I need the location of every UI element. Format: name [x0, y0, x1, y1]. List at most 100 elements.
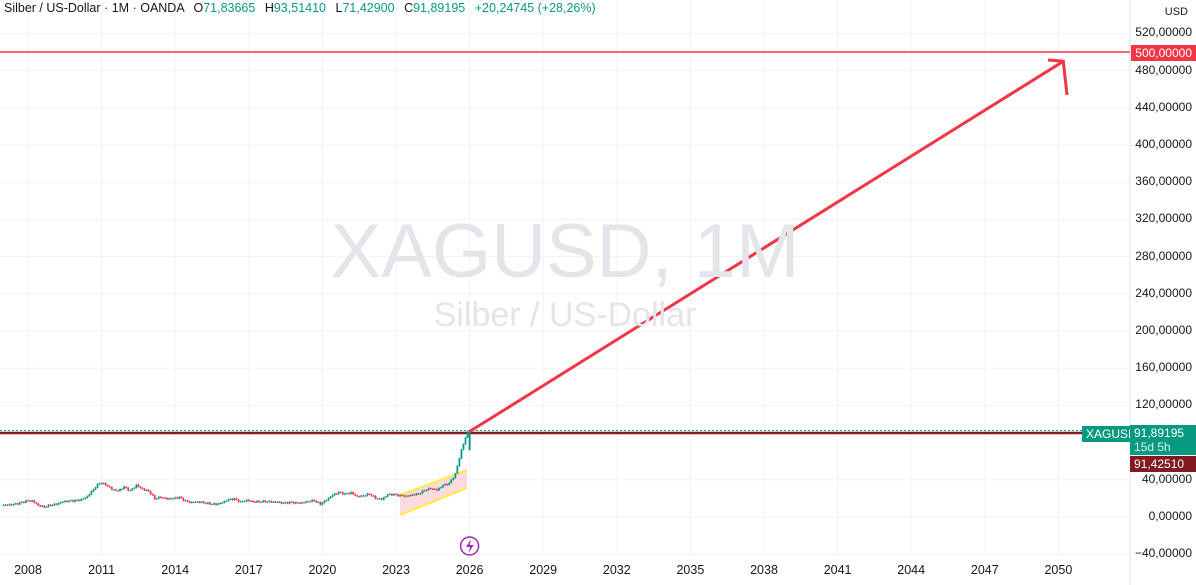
candle — [270, 501, 273, 503]
time-label: 2008 — [14, 563, 42, 577]
candle — [454, 473, 457, 479]
candle — [303, 502, 305, 504]
candle — [284, 502, 287, 504]
price-label: 440,00000 — [1135, 99, 1192, 114]
candle — [301, 502, 303, 504]
candle — [337, 491, 340, 494]
candle — [67, 500, 70, 502]
candle — [335, 493, 338, 495]
candle — [202, 501, 205, 504]
candle — [57, 503, 60, 505]
candle — [429, 488, 432, 490]
watermark-description: Silber / US-Dollar — [433, 296, 697, 334]
candle — [433, 488, 436, 490]
high-value: 93,51410 — [273, 1, 326, 15]
candle — [166, 497, 168, 500]
candle — [372, 495, 375, 497]
candle — [204, 503, 207, 505]
candle — [10, 504, 13, 506]
price-label: 40,00000 — [1141, 471, 1192, 486]
last-price-tag: 91,89195 15d 5h — [1130, 425, 1196, 455]
candle — [170, 498, 173, 500]
candle — [98, 483, 101, 485]
candle — [200, 501, 203, 503]
candle — [364, 495, 367, 497]
currency-button[interactable]: USD — [1164, 6, 1188, 18]
candle — [59, 502, 62, 504]
price-label: 480,00000 — [1135, 62, 1192, 77]
candle — [82, 498, 85, 500]
candle — [423, 490, 426, 492]
arrow-head — [1047, 58, 1069, 96]
symbol-description[interactable]: Silber / US-Dollar — [4, 1, 101, 15]
candle — [108, 486, 111, 488]
candle — [360, 495, 363, 497]
candle — [231, 498, 234, 501]
candle — [249, 501, 252, 503]
candle — [374, 495, 377, 499]
candle — [153, 495, 156, 500]
candle — [102, 483, 105, 485]
candle — [41, 505, 44, 507]
candle — [90, 491, 93, 495]
trend-arrow — [468, 60, 1065, 433]
candle — [452, 478, 455, 480]
price-label: 160,00000 — [1135, 360, 1192, 375]
candle — [440, 487, 442, 489]
candle — [450, 479, 453, 483]
candle — [172, 498, 175, 500]
candle — [219, 502, 222, 504]
hline-price-tag: 91,42510 — [1130, 456, 1196, 472]
candle — [272, 501, 275, 503]
time-label: 2047 — [970, 563, 999, 577]
candle — [133, 487, 136, 489]
candle — [100, 483, 103, 485]
candle — [288, 501, 291, 504]
candle — [20, 501, 23, 503]
candle — [141, 487, 144, 489]
close-value: 91,89195 — [413, 1, 466, 15]
candle — [296, 502, 299, 504]
candle — [31, 500, 33, 502]
candle — [176, 497, 179, 499]
candle — [106, 485, 109, 487]
candle — [444, 484, 446, 486]
candle — [196, 501, 199, 503]
candle — [84, 497, 87, 499]
interval[interactable]: 1M — [111, 1, 130, 15]
price-label: 280,00000 — [1135, 248, 1192, 263]
watermark-symbol: XAGUSD, 1M — [330, 209, 800, 294]
price-label: 400,00000 — [1135, 137, 1192, 151]
candle — [221, 502, 224, 504]
candle — [403, 495, 406, 497]
candle — [235, 498, 238, 500]
candle — [266, 501, 269, 503]
candle — [264, 500, 267, 502]
candle — [239, 501, 242, 503]
candle — [354, 494, 357, 496]
time-label: 2035 — [676, 563, 705, 577]
candle — [411, 494, 414, 496]
price-label: 0,00000 — [1148, 509, 1192, 523]
symbol-tag: XAGUSD — [1082, 426, 1141, 442]
candle — [294, 502, 297, 504]
candle — [192, 502, 195, 504]
candle — [65, 500, 68, 502]
candle — [233, 498, 236, 501]
candle — [448, 482, 451, 485]
candle — [39, 505, 42, 507]
candle — [137, 484, 140, 487]
candle — [366, 493, 369, 496]
candle — [78, 499, 81, 501]
candle — [139, 486, 142, 488]
candle — [276, 501, 279, 503]
candle — [149, 491, 152, 495]
low-value: 71,42900 — [342, 1, 395, 15]
candle — [458, 458, 461, 466]
candle — [29, 500, 31, 502]
candle — [421, 490, 424, 494]
time-label: 2014 — [161, 563, 190, 577]
candle — [325, 500, 328, 502]
candle — [397, 494, 399, 497]
